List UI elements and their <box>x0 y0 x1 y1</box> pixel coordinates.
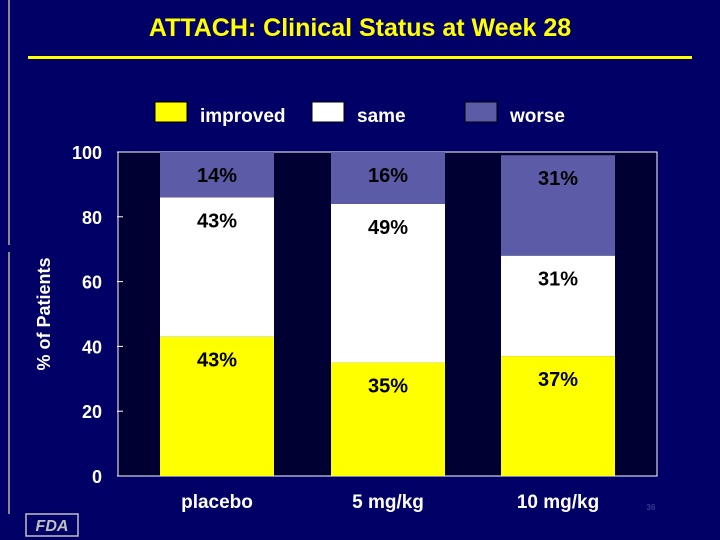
fda-logo: FDA <box>25 513 79 537</box>
title-underline <box>28 56 692 59</box>
bar-value-label: 43% <box>197 350 237 372</box>
y-axis: 0 20 40 60 80 100 <box>72 143 123 487</box>
legend-swatch-worse <box>464 101 498 123</box>
bar-value-label: 43% <box>197 210 237 232</box>
bar-value-label: 16% <box>368 165 408 187</box>
y-tick-label: 100 <box>72 143 102 163</box>
bar-value-label: 49% <box>368 217 408 239</box>
bars: 43% 43% 14% 35% 49% 16% 37% 31% 31% <box>160 152 615 476</box>
bar-worse <box>331 152 445 204</box>
bar-same <box>160 197 274 337</box>
bar-value-label: 31% <box>538 269 578 291</box>
legend-swatch-same <box>311 101 345 123</box>
y-tick-label: 80 <box>82 208 102 228</box>
left-rule <box>8 252 10 514</box>
chart-title: ATTACH: Clinical Status at Week 28 <box>148 14 572 42</box>
left-rule <box>8 0 10 245</box>
x-axis: placebo 5 mg/kg 10 mg/kg <box>181 492 599 513</box>
legend-label: improved <box>200 106 286 127</box>
legend-label: worse <box>509 106 565 127</box>
y-tick-label: 0 <box>92 467 102 487</box>
bar-improved <box>331 362 445 476</box>
fda-logo-text: FDA <box>36 518 69 535</box>
legend: improved same worse <box>154 101 565 127</box>
y-tick-label: 20 <box>82 402 102 422</box>
bar-improved <box>501 356 615 476</box>
bar-value-label: 37% <box>538 369 578 391</box>
bar-same <box>331 203 445 363</box>
x-tick-label: 10 mg/kg <box>517 492 599 513</box>
bar-improved <box>160 336 274 476</box>
page-number: 36 <box>647 503 656 512</box>
y-axis-label: % of Patients <box>34 257 54 370</box>
y-tick-label: 60 <box>82 273 102 293</box>
bar-same <box>501 255 615 357</box>
bar-value-label: 31% <box>538 168 578 190</box>
bar-value-label: 14% <box>197 165 237 187</box>
legend-label: same <box>357 106 406 127</box>
bar-worse <box>501 155 615 256</box>
x-tick-label: placebo <box>181 492 253 513</box>
bar-value-label: 35% <box>368 376 408 398</box>
legend-swatch-improved <box>154 101 188 123</box>
x-tick-label: 5 mg/kg <box>352 492 424 513</box>
y-tick-label: 40 <box>82 337 102 357</box>
bar-worse <box>160 152 274 198</box>
